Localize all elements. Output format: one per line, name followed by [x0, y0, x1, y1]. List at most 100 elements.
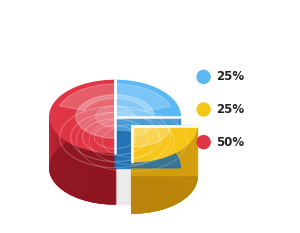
Ellipse shape: [55, 142, 185, 203]
Polygon shape: [74, 144, 75, 196]
Polygon shape: [84, 148, 85, 200]
Polygon shape: [161, 158, 162, 209]
Polygon shape: [96, 151, 98, 203]
Polygon shape: [115, 80, 180, 116]
Polygon shape: [59, 135, 60, 187]
Polygon shape: [133, 162, 134, 213]
Circle shape: [197, 70, 210, 83]
Polygon shape: [149, 160, 150, 212]
Polygon shape: [187, 144, 188, 196]
Polygon shape: [190, 141, 191, 193]
Polygon shape: [148, 161, 149, 212]
Polygon shape: [105, 152, 106, 204]
Polygon shape: [178, 151, 179, 202]
Polygon shape: [146, 161, 147, 212]
Polygon shape: [98, 151, 100, 203]
Polygon shape: [192, 139, 193, 190]
Polygon shape: [156, 159, 157, 210]
Polygon shape: [50, 80, 115, 153]
Polygon shape: [50, 116, 115, 204]
Polygon shape: [171, 154, 172, 206]
Ellipse shape: [49, 139, 190, 206]
Polygon shape: [63, 138, 64, 190]
Polygon shape: [65, 140, 66, 192]
Polygon shape: [61, 137, 62, 189]
Polygon shape: [132, 126, 197, 177]
Polygon shape: [106, 152, 108, 204]
Polygon shape: [132, 177, 197, 213]
Polygon shape: [172, 154, 173, 205]
Polygon shape: [87, 149, 88, 201]
Polygon shape: [58, 134, 59, 186]
Polygon shape: [170, 154, 171, 206]
Polygon shape: [142, 161, 143, 213]
Polygon shape: [177, 151, 178, 203]
Polygon shape: [191, 140, 192, 191]
Polygon shape: [138, 162, 139, 213]
Polygon shape: [95, 106, 115, 127]
Polygon shape: [151, 160, 152, 211]
Polygon shape: [55, 131, 56, 183]
Polygon shape: [155, 159, 156, 211]
Polygon shape: [139, 161, 140, 213]
Polygon shape: [115, 95, 154, 116]
Polygon shape: [115, 132, 180, 168]
Polygon shape: [90, 150, 92, 202]
Polygon shape: [56, 132, 57, 184]
Polygon shape: [140, 161, 141, 213]
Polygon shape: [100, 152, 101, 203]
Polygon shape: [92, 150, 93, 202]
Polygon shape: [68, 141, 69, 193]
Polygon shape: [132, 126, 151, 137]
Polygon shape: [158, 158, 159, 210]
Polygon shape: [153, 160, 154, 211]
Polygon shape: [82, 148, 84, 199]
Polygon shape: [136, 162, 137, 213]
Polygon shape: [150, 160, 151, 212]
Polygon shape: [185, 146, 186, 198]
Polygon shape: [141, 161, 142, 213]
Polygon shape: [173, 153, 174, 205]
Polygon shape: [137, 162, 138, 213]
Polygon shape: [144, 161, 145, 212]
Polygon shape: [103, 152, 105, 203]
Polygon shape: [189, 142, 190, 194]
Polygon shape: [180, 149, 181, 201]
Polygon shape: [183, 147, 184, 199]
Polygon shape: [135, 162, 136, 213]
Polygon shape: [112, 153, 113, 204]
Text: 25%: 25%: [216, 70, 244, 83]
Text: 50%: 50%: [216, 136, 244, 149]
Polygon shape: [143, 161, 144, 212]
Polygon shape: [166, 156, 167, 208]
Polygon shape: [60, 84, 115, 111]
Polygon shape: [95, 151, 96, 202]
Polygon shape: [113, 153, 115, 204]
Ellipse shape: [52, 140, 188, 204]
Polygon shape: [157, 159, 158, 210]
Polygon shape: [159, 158, 160, 210]
Polygon shape: [50, 132, 115, 204]
Polygon shape: [154, 159, 155, 211]
Polygon shape: [184, 147, 185, 198]
Polygon shape: [75, 145, 76, 197]
Polygon shape: [71, 143, 72, 195]
Polygon shape: [134, 162, 135, 213]
Polygon shape: [110, 153, 112, 204]
Text: 25%: 25%: [216, 103, 244, 116]
Polygon shape: [60, 136, 61, 188]
Polygon shape: [88, 149, 90, 201]
Polygon shape: [169, 155, 170, 206]
Polygon shape: [163, 157, 164, 209]
Polygon shape: [64, 139, 65, 191]
Polygon shape: [76, 146, 78, 197]
Polygon shape: [81, 147, 82, 199]
Polygon shape: [76, 95, 115, 138]
Polygon shape: [57, 134, 58, 185]
Polygon shape: [167, 156, 168, 207]
Polygon shape: [179, 150, 180, 202]
Polygon shape: [51, 124, 52, 177]
Polygon shape: [162, 157, 163, 209]
Polygon shape: [147, 161, 148, 212]
Polygon shape: [174, 153, 175, 204]
